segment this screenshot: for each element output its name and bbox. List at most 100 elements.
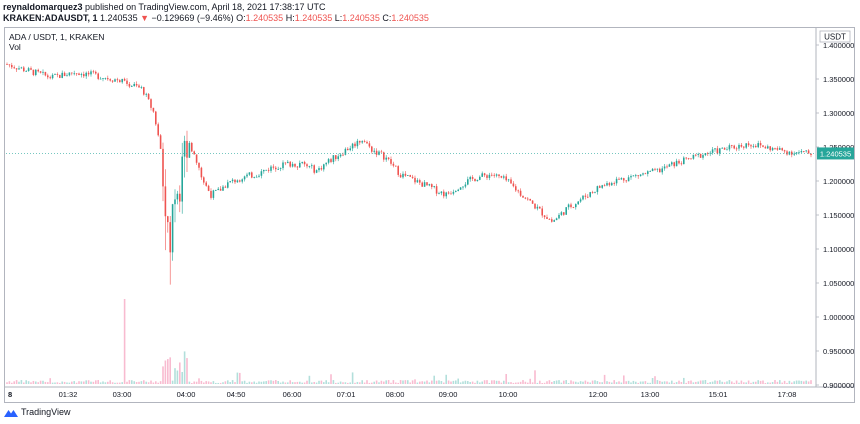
volume-bar xyxy=(320,380,323,384)
candle-body xyxy=(78,73,80,76)
volume-bar xyxy=(606,381,608,384)
candle-body xyxy=(234,179,236,183)
currency-box[interactable] xyxy=(819,30,851,43)
volume-bar xyxy=(805,380,807,384)
volume-bar xyxy=(109,380,111,384)
volume-bar xyxy=(800,380,803,384)
candle-body xyxy=(308,166,311,167)
volume-bar xyxy=(426,380,428,384)
y-tick-label: 1.100000 xyxy=(823,245,854,254)
candle-body xyxy=(515,186,517,191)
candle-body xyxy=(450,193,452,195)
open-label: O: xyxy=(236,13,246,23)
volume-bar xyxy=(114,382,116,384)
volume-bar xyxy=(774,380,776,384)
volume-bar xyxy=(471,381,474,384)
candle-body xyxy=(464,184,467,187)
volume-bar xyxy=(32,380,35,384)
y-tick-label: 1.050000 xyxy=(823,279,854,288)
volume-bar xyxy=(776,381,779,384)
volume-bar xyxy=(495,380,498,384)
volume-bar xyxy=(90,381,92,384)
volume-bar xyxy=(306,380,308,384)
candle-body xyxy=(332,155,335,162)
candle-body xyxy=(642,173,644,175)
volume-bar xyxy=(332,380,335,384)
volume-bar xyxy=(380,380,383,384)
volume-bar xyxy=(752,381,755,384)
volume-bar xyxy=(39,380,42,384)
candle-body xyxy=(359,140,361,143)
candle-body xyxy=(757,143,759,148)
candle-body xyxy=(575,204,577,208)
chart-legend-title[interactable]: ADA / USDT, 1, KRAKEN xyxy=(9,32,105,42)
candle-body xyxy=(762,145,764,147)
volume-bar xyxy=(618,381,620,384)
candle-body xyxy=(615,178,618,184)
candle-body xyxy=(447,192,450,194)
volume-bar xyxy=(44,381,47,384)
candle-body xyxy=(207,185,210,191)
candle-body xyxy=(493,174,495,176)
publisher-username[interactable]: reynaldomarquez3 xyxy=(3,2,83,12)
candle-body xyxy=(671,162,673,165)
candle-body xyxy=(551,219,553,222)
candle-body xyxy=(500,176,503,178)
candle-body xyxy=(121,78,123,83)
candle-body xyxy=(375,150,378,155)
volume-bar xyxy=(251,382,253,384)
volume-bar xyxy=(735,380,738,384)
candle-body xyxy=(99,78,102,80)
candle-body xyxy=(42,71,44,73)
volume-bar xyxy=(241,381,243,384)
volume-bar xyxy=(407,380,409,384)
candle-body xyxy=(695,154,697,156)
volume-legend[interactable]: Vol xyxy=(9,42,21,52)
published-info: published on TradingView.com, April 18, … xyxy=(85,2,326,12)
volume-bar xyxy=(186,358,188,384)
candle-body xyxy=(630,176,632,178)
candle-body xyxy=(313,165,315,173)
tradingview-brand: TradingView xyxy=(21,407,71,417)
candle-body xyxy=(356,140,359,147)
candle-body xyxy=(755,145,757,148)
candle-body xyxy=(335,155,337,160)
candle-body xyxy=(270,166,272,171)
candle-body xyxy=(143,87,145,95)
volume-bar xyxy=(171,380,174,384)
volume-bar xyxy=(529,378,531,384)
candle-body xyxy=(440,191,443,194)
candle-body xyxy=(558,214,560,219)
candle-body xyxy=(92,71,95,73)
volume-bar xyxy=(339,381,342,384)
volume-bar xyxy=(68,382,71,384)
volume-bar xyxy=(123,299,126,384)
volume-bar xyxy=(447,380,450,384)
candle-body xyxy=(603,185,606,187)
candle-body xyxy=(596,186,599,192)
candle-body xyxy=(426,182,428,186)
volume-bar xyxy=(546,381,548,384)
candle-body xyxy=(255,176,258,178)
volume-bar xyxy=(253,381,255,384)
candle-body xyxy=(783,150,786,152)
volume-bar xyxy=(455,380,457,384)
y-tick-label: 1.000000 xyxy=(823,313,854,322)
volume-bar xyxy=(291,382,294,384)
candle-body xyxy=(383,152,385,160)
volume-bar xyxy=(709,382,711,384)
candle-body xyxy=(272,166,275,168)
volume-bar xyxy=(632,380,635,384)
volume-bar xyxy=(807,381,810,384)
candle-body xyxy=(27,68,30,72)
candle-body xyxy=(510,179,512,184)
volume-bar xyxy=(462,381,464,384)
volume-bar xyxy=(282,381,284,384)
candle-body xyxy=(527,198,529,200)
candle-body xyxy=(147,93,150,100)
volume-bar xyxy=(476,380,479,384)
volume-bar xyxy=(162,366,164,384)
volume-bar xyxy=(150,380,152,384)
volume-bar xyxy=(716,380,719,384)
